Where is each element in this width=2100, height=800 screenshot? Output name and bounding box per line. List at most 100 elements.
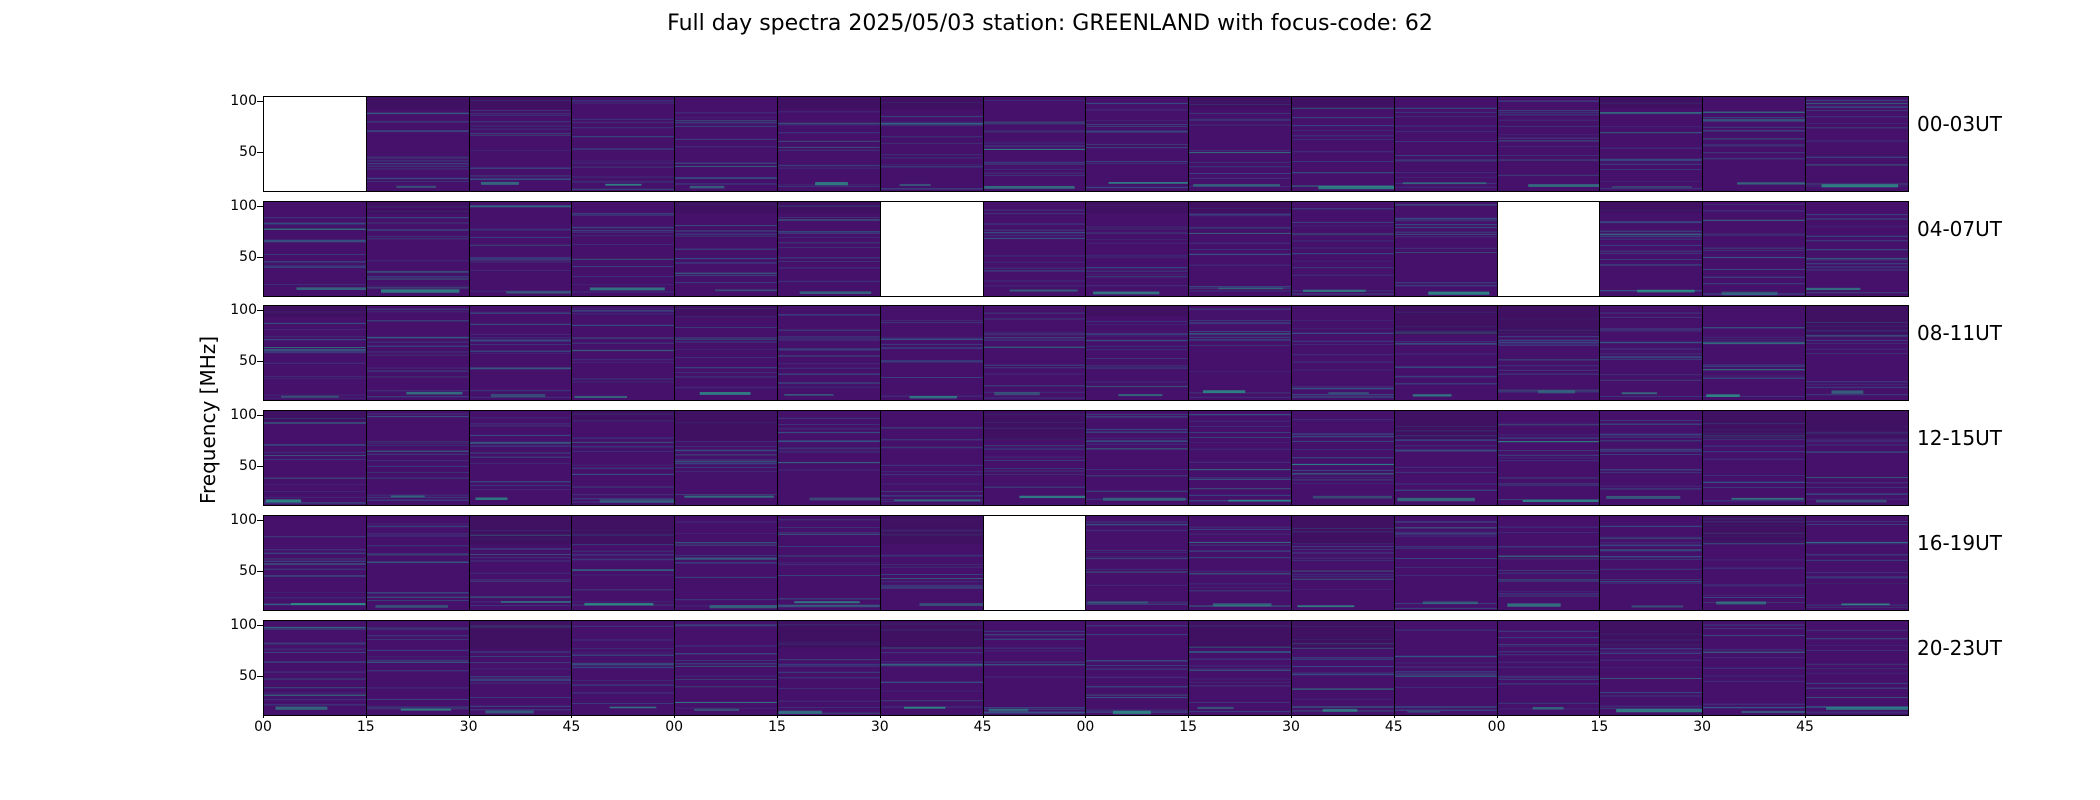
rfi-line [572,445,675,448]
rfi-line [1292,233,1394,235]
rfi-line [1394,445,1497,447]
low-frequency-band [1322,708,1358,712]
rfi-line [572,664,675,666]
rfi-line [572,358,675,361]
rfi-line [1703,635,1805,637]
rfi-line [1806,697,1908,698]
rfi-line [778,417,880,419]
rfi-line [1600,234,1703,236]
rfi-line [778,167,880,169]
rfi-line [264,222,366,224]
rfi-line [1600,238,1703,240]
spectrum-panel-missing [982,515,1087,611]
low-frequency-band [919,603,983,606]
low-frequency-band [1297,605,1355,608]
rfi-line [1600,678,1703,679]
rfi-line [880,690,983,692]
spectrum-panel [674,515,778,611]
rfi-line [1703,203,1805,205]
rfi-line [1394,483,1497,485]
rfi-line [572,127,675,129]
low-frequency-band [809,497,880,501]
rfi-line [1189,253,1291,256]
rfi-line [778,185,880,187]
rfi-line [778,664,880,666]
rfi-line [1600,358,1703,360]
low-frequency-band [1806,287,1861,291]
x-tick-mark [571,713,573,718]
x-tick-label: 00 [1076,719,1095,735]
low-frequency-band [899,183,931,187]
rfi-line [983,486,1086,488]
rfi-line [778,556,880,558]
rfi-line [675,653,777,654]
rfi-line [1497,590,1600,592]
rfi-line [1497,424,1600,426]
rfi-line [469,578,572,581]
rfi-line [469,206,572,208]
spectrum-texture [1394,521,1497,609]
rfi-line [880,115,983,118]
rfi-line [1497,661,1600,663]
rfi-line [1497,342,1600,344]
x-tick-mark [1702,713,1704,718]
rfi-line [1703,249,1805,251]
rfi-line [1086,358,1189,359]
rfi-line [1497,119,1600,121]
rfi-line [1189,307,1291,309]
rfi-line [1189,442,1291,443]
rfi-line [983,346,1086,348]
rfi-line [675,117,777,119]
rfi-line [264,336,366,338]
low-frequency-band [500,601,572,603]
rfi-line [1600,659,1703,661]
rfi-line [1806,682,1908,685]
rfi-line [1086,603,1189,605]
rfi-line [1189,151,1291,154]
rfi-line [366,278,469,280]
rfi-line [366,649,469,651]
spectrum-texture [1600,525,1703,608]
rfi-line [572,180,675,182]
rfi-line [469,452,572,454]
rfi-line [1703,703,1805,705]
x-tick-label: 30 [1282,719,1300,735]
rfi-line [1189,322,1291,324]
rfi-line [1806,668,1908,670]
rfi-line [1806,263,1908,265]
rfi-line [778,373,880,375]
spectrum-panel [1393,201,1498,297]
rfi-line [675,645,777,647]
rfi-line [1497,499,1600,501]
rfi-line [1292,576,1394,577]
rfi-line [1086,660,1189,662]
rfi-line [1086,521,1189,523]
rfi-line [1600,667,1703,669]
x-tick-mark [1291,713,1292,718]
rfi-line [469,463,572,464]
rfi-line [1497,558,1600,560]
rfi-line [880,584,983,586]
low-frequency-band [1318,186,1394,190]
rfi-line [366,656,469,658]
low-frequency-band [584,603,654,606]
rfi-line [1086,333,1189,335]
rfi-line [1600,312,1703,314]
rfi-line [1806,257,1908,260]
rfi-line [1086,475,1189,477]
spectrum-panel [1496,515,1601,611]
rfi-line [366,561,469,563]
rfi-line [264,477,366,479]
rfi-line [675,559,777,560]
rfi-line [1394,172,1497,174]
rfi-line [880,344,983,346]
rfi-line [366,525,469,527]
rfi-line [1703,585,1805,587]
rfi-line [778,149,880,151]
spectrum-panel-missing [1496,201,1601,297]
rfi-line [469,596,572,598]
rfi-line [1189,161,1291,163]
rfi-line [469,259,572,261]
rfi-line [1394,676,1497,678]
rfi-line [1086,367,1189,369]
